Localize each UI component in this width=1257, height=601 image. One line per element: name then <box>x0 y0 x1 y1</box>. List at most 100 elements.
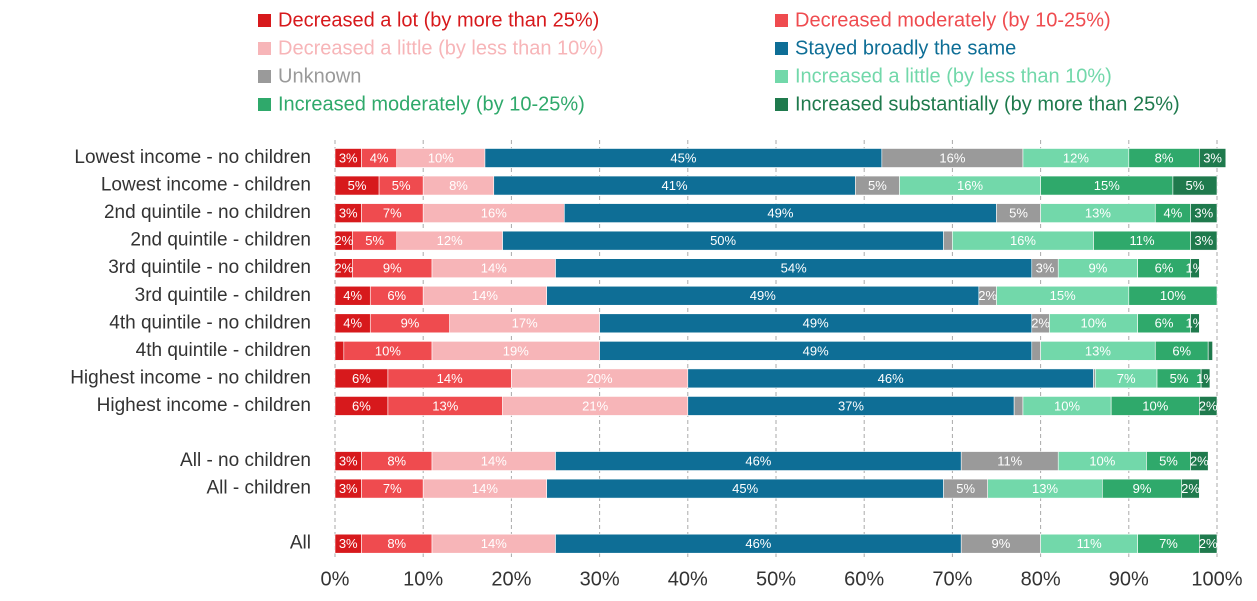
value-label: 10% <box>1160 288 1186 303</box>
bar-segment <box>334 341 345 361</box>
value-label: 46% <box>745 453 771 468</box>
x-tick-label: 60% <box>844 568 884 590</box>
value-label: 54% <box>781 261 807 276</box>
x-tick-label: 80% <box>1021 568 1061 590</box>
value-label: 9% <box>1089 261 1108 276</box>
value-label: 21% <box>582 398 608 413</box>
value-label: 3% <box>1203 150 1222 165</box>
value-label: 10% <box>1089 453 1115 468</box>
value-label: 14% <box>481 536 507 551</box>
value-label: 3% <box>1194 233 1213 248</box>
value-label: 14% <box>472 288 498 303</box>
value-label: 6% <box>352 371 371 386</box>
value-label: 8% <box>387 536 406 551</box>
value-label: 50% <box>710 233 736 248</box>
value-label: 11% <box>997 453 1022 468</box>
bar-segment <box>1172 175 1218 196</box>
value-label: 9% <box>992 536 1011 551</box>
value-label: 5% <box>365 233 384 248</box>
value-label: 4% <box>1164 206 1183 221</box>
value-label: 9% <box>383 261 402 276</box>
y-tick-label: Highest income - children <box>97 395 311 416</box>
value-label: 5% <box>1159 453 1178 468</box>
y-tick-label: 4th quintile - no children <box>109 312 311 333</box>
value-label: 2% <box>1199 536 1218 551</box>
value-label: 11% <box>1129 233 1154 248</box>
legend-swatch <box>258 98 271 111</box>
value-label: 2% <box>1031 316 1050 331</box>
bar-segment <box>1199 396 1218 416</box>
bar-segment <box>1199 533 1218 554</box>
legend-swatch <box>258 14 271 27</box>
value-label: 49% <box>767 206 793 221</box>
value-label: 12% <box>437 233 463 248</box>
x-tick-label: 40% <box>668 568 708 590</box>
bar-segment <box>943 230 953 251</box>
value-label: 7% <box>383 481 402 496</box>
y-tick-label: 2nd quintile - no children <box>104 202 311 223</box>
value-label: 5% <box>392 178 411 193</box>
legend-swatch <box>775 14 788 27</box>
value-label: 5% <box>868 178 887 193</box>
value-label: 7% <box>1117 371 1136 386</box>
value-label: 4% <box>370 150 389 165</box>
legend-swatch <box>775 98 788 111</box>
value-label: 19% <box>503 343 529 358</box>
legend-label: Stayed broadly the same <box>795 37 1016 59</box>
value-label: 13% <box>1085 343 1111 358</box>
value-label: 2% <box>334 261 353 276</box>
bar-segment <box>1190 203 1218 223</box>
value-label: 45% <box>670 150 696 165</box>
bar-segment <box>1190 230 1218 251</box>
value-label: 49% <box>750 288 776 303</box>
value-label: 5% <box>1186 178 1205 193</box>
value-label: 1% <box>1186 261 1205 276</box>
value-label: 11% <box>1077 536 1102 551</box>
x-tick-label: 10% <box>403 568 443 590</box>
value-label: 14% <box>437 371 463 386</box>
value-label: 17% <box>512 316 538 331</box>
y-tick-label: All - no children <box>180 450 311 471</box>
y-tick-label: Lowest income - children <box>101 175 311 196</box>
value-label: 5% <box>348 178 367 193</box>
bar-segment <box>1128 285 1218 306</box>
value-label: 13% <box>1085 206 1111 221</box>
value-label: 7% <box>1159 536 1178 551</box>
value-label: 10% <box>1054 398 1080 413</box>
value-label: 3% <box>339 536 358 551</box>
value-label: 8% <box>449 178 468 193</box>
value-label: 13% <box>432 398 458 413</box>
value-label: 9% <box>1133 481 1152 496</box>
x-tick-label: 0% <box>321 568 350 590</box>
value-label: 10% <box>1081 316 1107 331</box>
value-label: 6% <box>352 398 371 413</box>
value-label: 46% <box>745 536 771 551</box>
legend-swatch <box>775 42 788 55</box>
y-tick-label: 3rd quintile - no children <box>108 257 311 278</box>
value-label: 37% <box>838 398 864 413</box>
value-label: 8% <box>387 453 406 468</box>
value-label: 3% <box>1194 206 1213 221</box>
value-label: 16% <box>1010 233 1036 248</box>
value-label: 7% <box>383 206 402 221</box>
value-label: 16% <box>481 206 507 221</box>
value-label: 9% <box>401 316 420 331</box>
value-label: 5% <box>1009 206 1028 221</box>
value-label: 14% <box>481 453 507 468</box>
x-tick-label: 50% <box>756 568 796 590</box>
value-label: 10% <box>375 343 401 358</box>
bar-segment <box>1181 478 1200 499</box>
value-label: 3% <box>1036 261 1055 276</box>
value-label: 5% <box>1170 371 1189 386</box>
bar-segment <box>1190 451 1209 471</box>
value-label: 49% <box>803 343 829 358</box>
value-label: 3% <box>339 481 358 496</box>
value-label: 2% <box>1199 398 1218 413</box>
value-label: 1% <box>1196 371 1215 386</box>
value-label: 10% <box>428 150 454 165</box>
x-tick-label: 30% <box>580 568 620 590</box>
value-label: 12% <box>1063 150 1089 165</box>
value-label: 2% <box>978 288 997 303</box>
x-tick-label: 20% <box>491 568 531 590</box>
